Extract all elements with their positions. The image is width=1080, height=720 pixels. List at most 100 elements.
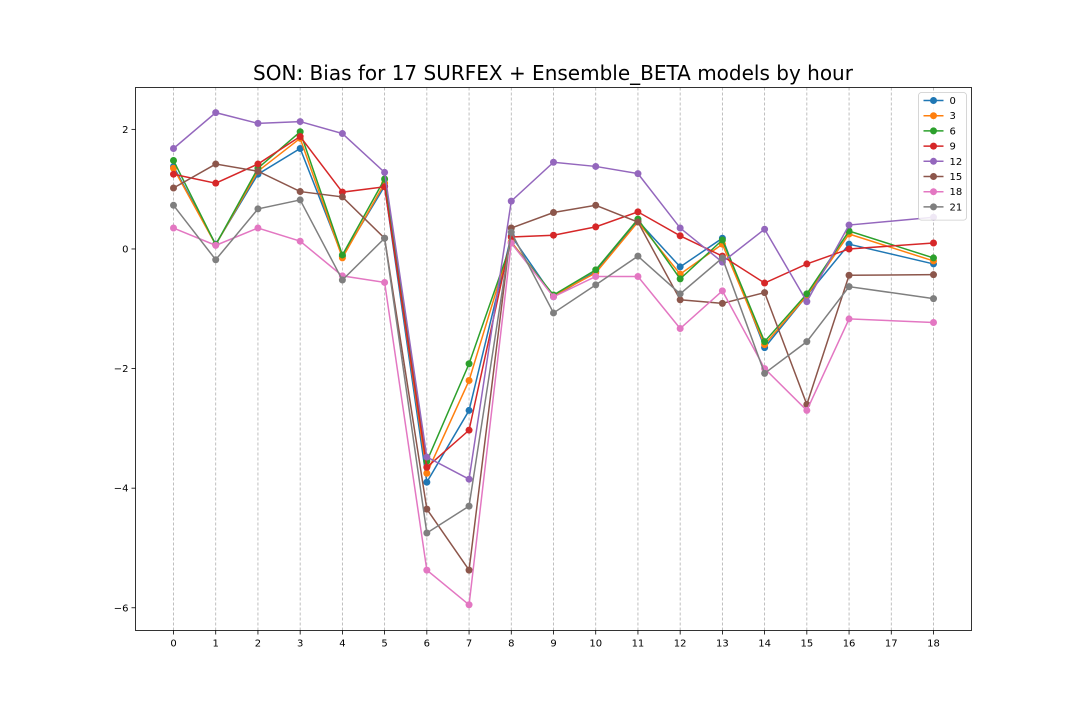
- data-point: [676, 263, 684, 271]
- data-point: [465, 566, 473, 574]
- data-point: [761, 338, 769, 346]
- legend-item-21: 21: [923, 202, 963, 213]
- data-point: [550, 293, 557, 301]
- data-point: [254, 119, 262, 127]
- data-point: [212, 160, 220, 168]
- data-point: [296, 237, 304, 245]
- data-point: [803, 406, 811, 414]
- x-tick-label: 16: [843, 639, 856, 650]
- data-point: [423, 529, 431, 537]
- data-point: [381, 278, 389, 286]
- data-point: [423, 463, 431, 471]
- data-point: [338, 188, 346, 196]
- data-point: [930, 239, 937, 247]
- data-point: [212, 109, 220, 117]
- data-point: [381, 234, 389, 242]
- legend-label: 21: [950, 202, 963, 213]
- y-tick-label: 0: [122, 244, 128, 255]
- x-tick-label: 10: [589, 639, 602, 650]
- legend-swatch-marker: [930, 157, 937, 165]
- data-point: [718, 254, 726, 262]
- data-point: [845, 221, 853, 229]
- legend-item-18: 18: [923, 187, 962, 198]
- data-point: [676, 275, 684, 283]
- legend-label: 15: [950, 172, 963, 183]
- x-tick-label: 9: [550, 639, 556, 650]
- data-point: [761, 225, 769, 233]
- data-point: [676, 232, 684, 240]
- x-tick-label: 15: [800, 639, 813, 650]
- data-point: [845, 283, 853, 291]
- data-point: [170, 201, 177, 209]
- data-point: [761, 369, 769, 377]
- x-tick-label: 2: [255, 639, 261, 650]
- legend-label: 0: [950, 96, 956, 107]
- data-point: [465, 360, 473, 368]
- x-tick-label: 3: [297, 639, 303, 650]
- data-point: [423, 505, 431, 513]
- legend-label: 9: [950, 142, 956, 153]
- data-point: [507, 197, 515, 205]
- data-point: [254, 205, 262, 213]
- data-point: [803, 260, 811, 268]
- data-point: [423, 566, 431, 574]
- data-point: [254, 224, 262, 232]
- x-tick-label: 14: [758, 639, 771, 650]
- legend-label: 3: [950, 111, 956, 122]
- data-point: [845, 240, 853, 248]
- data-point: [592, 162, 600, 170]
- data-point: [803, 290, 811, 298]
- data-point: [634, 170, 642, 178]
- data-point: [296, 188, 304, 196]
- data-point: [296, 133, 304, 141]
- y-tick-label: −2: [114, 364, 129, 375]
- legend-item-6: 6: [923, 126, 956, 137]
- series-line: [173, 163, 934, 573]
- data-point: [930, 271, 937, 279]
- x-tick-label: 11: [632, 639, 645, 650]
- data-point: [296, 196, 304, 204]
- x-tick-label: 6: [424, 639, 430, 650]
- data-point: [803, 338, 811, 346]
- series-15: [170, 160, 937, 574]
- series-18: [170, 224, 937, 609]
- data-point: [465, 475, 473, 483]
- legend-swatch-marker: [930, 142, 937, 150]
- y-tick-label: 2: [122, 125, 128, 136]
- x-tick-label: 13: [716, 639, 729, 650]
- x-tick-label: 7: [466, 639, 472, 650]
- chart-title: SON: Bias for 17 SURFEX + Ensemble_BETA …: [253, 61, 854, 85]
- legend-item-15: 15: [923, 172, 963, 183]
- x-tick-label: 1: [213, 639, 219, 650]
- data-point: [718, 299, 726, 307]
- data-point: [550, 231, 557, 239]
- series-line: [172, 147, 934, 485]
- data-point: [212, 256, 220, 264]
- legend: 0 3 6 9 12 15 18 21: [918, 92, 967, 221]
- data-point: [803, 298, 811, 306]
- data-point: [465, 502, 473, 510]
- data-point: [592, 266, 600, 274]
- data-point: [465, 377, 473, 385]
- legend-label: 6: [950, 126, 956, 137]
- data-point: [718, 287, 726, 295]
- data-point: [761, 289, 769, 297]
- legend-item-0: 0: [923, 96, 956, 107]
- data-point: [676, 325, 684, 333]
- data-point: [930, 319, 937, 327]
- data-point: [845, 315, 853, 323]
- data-point: [296, 144, 304, 152]
- data-point: [507, 228, 515, 236]
- legend-swatch-marker: [930, 188, 937, 196]
- data-point: [930, 295, 937, 303]
- legend-item-9: 9: [923, 142, 956, 153]
- data-point: [170, 184, 177, 192]
- data-point: [296, 118, 304, 126]
- data-point: [592, 281, 600, 289]
- y-tick-label: −6: [114, 603, 129, 614]
- data-point: [296, 128, 304, 136]
- data-point: [592, 272, 600, 280]
- data-point: [592, 223, 600, 231]
- data-point: [634, 252, 642, 260]
- x-tick-label: 5: [381, 639, 387, 650]
